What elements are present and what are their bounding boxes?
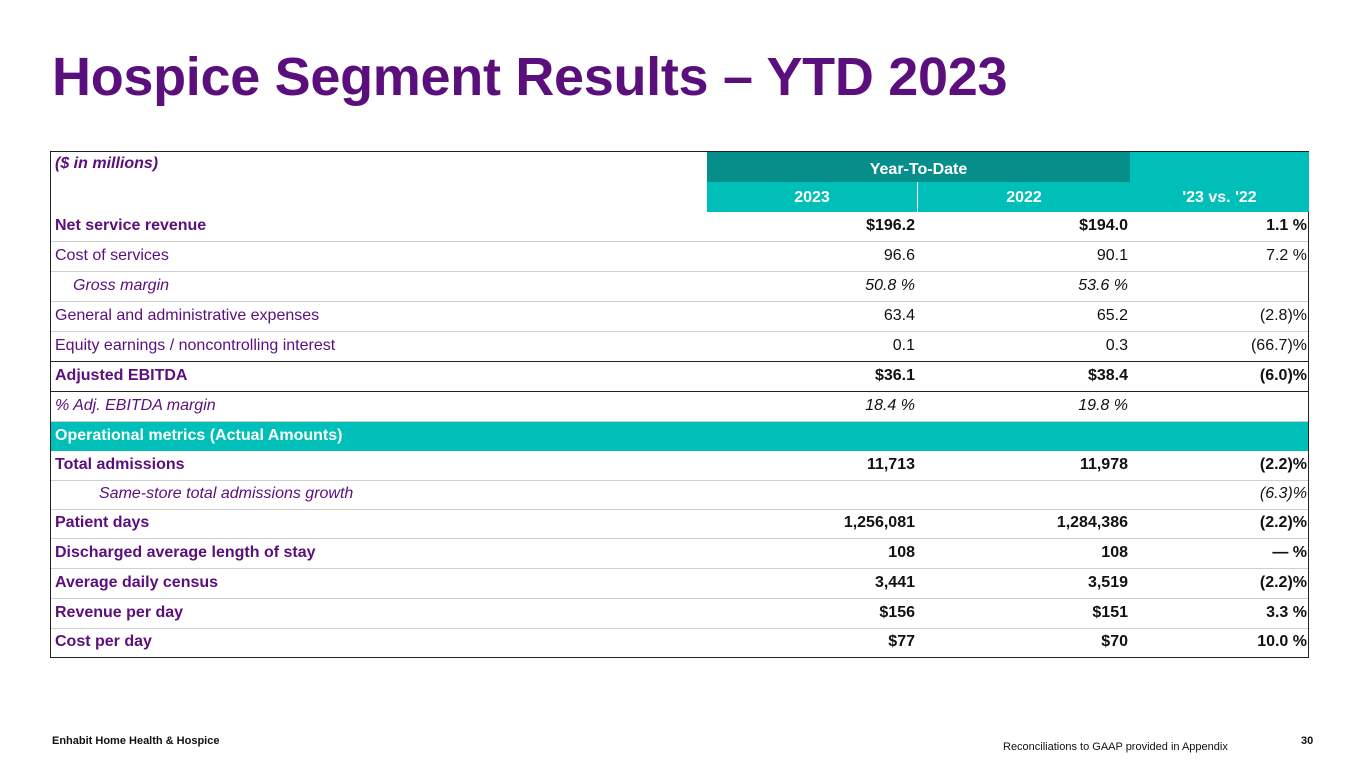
- row-label: Revenue per day: [55, 604, 184, 621]
- value-2023: $156: [879, 604, 915, 621]
- table-row-revenue-per-day: Revenue per day $156 $151 3.3 %: [51, 599, 1308, 629]
- table-row-cost-of-services: Cost of services 96.6 90.1 7.2 %: [51, 242, 1308, 272]
- footer-note: Reconciliations to GAAP provided in Appe…: [1003, 741, 1228, 753]
- value-2022: 3,519: [1087, 574, 1128, 591]
- row-label: Cost per day: [55, 633, 152, 650]
- value-2023: 3,441: [874, 574, 915, 591]
- value-change: 1.1 %: [1266, 217, 1307, 234]
- value-2022: $70: [1101, 633, 1128, 650]
- value-2022: 65.2: [1096, 307, 1128, 324]
- value-2022: 90.1: [1096, 247, 1128, 264]
- value-change: 10.0 %: [1257, 633, 1307, 650]
- year-to-date-header: Year-To-Date: [707, 152, 1130, 182]
- value-change: (2.2)%: [1259, 456, 1307, 473]
- value-change: (2.8)%: [1259, 307, 1307, 324]
- column-divider: [917, 182, 918, 212]
- value-2022: 1,284,386: [1056, 514, 1128, 531]
- page-number: 30: [1301, 735, 1314, 747]
- value-2023: 108: [888, 544, 915, 561]
- value-2023: 63.4: [883, 307, 915, 324]
- value-2023: 18.4 %: [865, 397, 915, 414]
- value-2022: $151: [1092, 604, 1128, 621]
- value-2022: 53.6 %: [1078, 277, 1128, 294]
- column-header-2023: 2023: [794, 189, 830, 206]
- value-2022: $194.0: [1079, 217, 1128, 234]
- results-table: ($ in millions) Year-To-Date 2023 2022 '…: [50, 151, 1309, 658]
- table-row-length-of-stay: Discharged average length of stay 108 10…: [51, 539, 1308, 569]
- table-row-adjusted-ebitda: Adjusted EBITDA $36.1 $38.4 (6.0)%: [51, 362, 1308, 392]
- row-label: Cost of services: [55, 247, 169, 264]
- row-label: Patient days: [55, 514, 150, 531]
- units-label: ($ in millions): [55, 155, 159, 172]
- value-2022: 19.8 %: [1078, 397, 1128, 414]
- footer-company: Enhabit Home Health & Hospice: [52, 735, 220, 747]
- row-label: Average daily census: [55, 574, 219, 591]
- operational-metrics-section: Operational metrics (Actual Amounts): [51, 422, 1308, 451]
- value-2023: 1,256,081: [843, 514, 915, 531]
- value-2023: $36.1: [874, 367, 915, 384]
- change-header-band: [1130, 152, 1309, 182]
- value-2023: 0.1: [892, 337, 915, 354]
- table-row-average-daily-census: Average daily census 3,441 3,519 (2.2)%: [51, 569, 1308, 599]
- row-label: Discharged average length of stay: [55, 544, 316, 561]
- column-header-change: '23 vs. '22: [1182, 189, 1257, 206]
- value-2022: 108: [1101, 544, 1128, 561]
- page-title: Hospice Segment Results – YTD 2023: [52, 47, 1008, 107]
- value-change: — %: [1272, 544, 1307, 561]
- table-row-same-store-admissions: Same-store total admissions growth (6.3)…: [51, 480, 1308, 510]
- column-header-2022: 2022: [1006, 189, 1042, 206]
- row-label: Same-store total admissions growth: [99, 485, 354, 502]
- value-2023: $77: [888, 633, 915, 650]
- row-label: % Adj. EBITDA margin: [55, 397, 216, 414]
- value-change: 7.2 %: [1266, 247, 1307, 264]
- table-row-net-service-revenue: Net service revenue $196.2 $194.0 1.1 %: [51, 212, 1308, 242]
- value-change: 3.3 %: [1266, 604, 1307, 621]
- value-2022: 0.3: [1105, 337, 1128, 354]
- value-2023: 11,713: [866, 456, 915, 473]
- section-label: Operational metrics (Actual Amounts): [55, 427, 343, 444]
- value-2022: $38.4: [1087, 367, 1128, 384]
- row-label: Gross margin: [73, 277, 170, 294]
- table-row-general-admin-expenses: General and administrative expenses 63.4…: [51, 302, 1308, 332]
- value-change: (66.7)%: [1250, 337, 1307, 354]
- row-label: General and administrative expenses: [55, 307, 320, 324]
- row-label: Total admissions: [55, 456, 185, 473]
- value-change: (2.2)%: [1259, 514, 1307, 531]
- value-2023: $196.2: [866, 217, 915, 234]
- value-change: (2.2)%: [1259, 574, 1307, 591]
- row-label: Equity earnings / noncontrolling interes…: [55, 337, 336, 354]
- value-2023: 96.6: [883, 247, 915, 264]
- value-2023: 50.8 %: [865, 277, 915, 294]
- table-row-adj-ebitda-margin: % Adj. EBITDA margin 18.4 % 19.8 %: [51, 392, 1308, 422]
- table-row-total-admissions: Total admissions 11,713 11,978 (2.2)%: [51, 451, 1308, 481]
- row-label: Net service revenue: [55, 217, 207, 234]
- column-header-band: [707, 182, 1309, 212]
- value-change: (6.0)%: [1259, 367, 1307, 384]
- table-row-equity-earnings: Equity earnings / noncontrolling interes…: [51, 332, 1308, 362]
- value-2022: 11,978: [1079, 456, 1128, 473]
- table-row-gross-margin: Gross margin 50.8 % 53.6 %: [51, 272, 1308, 302]
- row-label: Adjusted EBITDA: [55, 367, 188, 384]
- value-change: (6.3)%: [1259, 485, 1307, 502]
- table-row-cost-per-day: Cost per day $77 $70 10.0 %: [51, 628, 1308, 658]
- table-row-patient-days: Patient days 1,256,081 1,284,386 (2.2)%: [51, 509, 1308, 539]
